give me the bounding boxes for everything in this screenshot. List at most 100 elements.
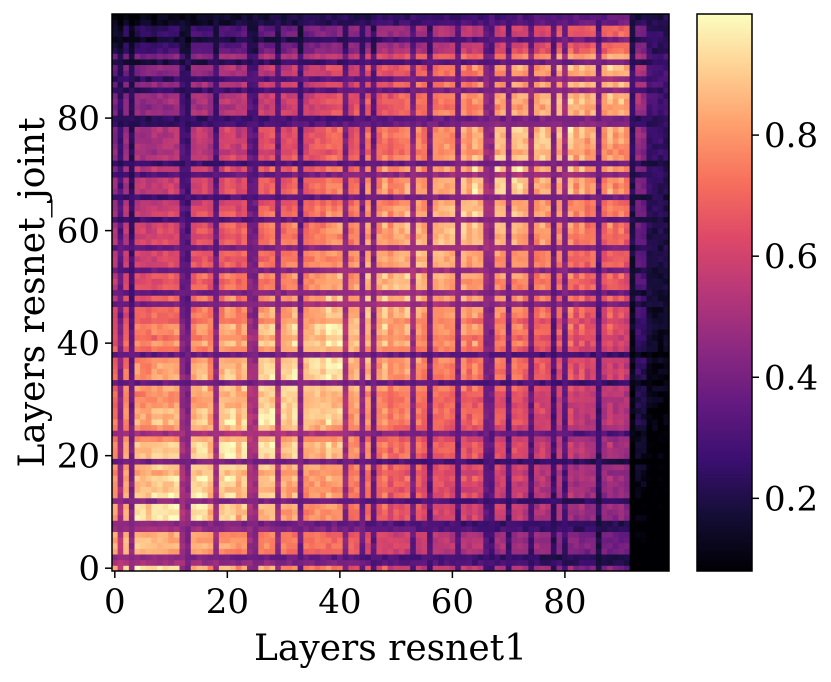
heatmap-cell (117, 503, 124, 510)
heatmap-cell (455, 295, 462, 302)
heatmap-cell (230, 520, 237, 527)
heatmap-cell (128, 469, 135, 476)
heatmap-cell (443, 317, 450, 324)
heatmap-cell (607, 548, 614, 555)
heatmap-cell (230, 475, 237, 482)
heatmap-cell (410, 503, 417, 510)
heatmap-cell (218, 497, 225, 504)
heatmap-cell (230, 486, 237, 493)
heatmap-cell (539, 334, 546, 341)
heatmap-cell (269, 407, 276, 414)
heatmap-cell (207, 537, 214, 544)
heatmap-cell (365, 554, 372, 561)
heatmap-cell (601, 520, 608, 527)
heatmap-cell (162, 385, 169, 392)
heatmap-cell (556, 323, 563, 330)
heatmap-cell (359, 514, 366, 521)
heatmap-cell (601, 340, 608, 347)
heatmap-cell (601, 548, 608, 555)
heatmap-cell (623, 514, 631, 521)
heatmap-cell (494, 407, 501, 414)
heatmap-cell (196, 531, 203, 538)
heatmap-cell (140, 357, 147, 364)
heatmap-cell (134, 469, 141, 476)
heatmap-cell (640, 340, 647, 347)
heatmap-cell (584, 469, 591, 476)
heatmap-cell (179, 357, 186, 364)
heatmap-cell (337, 413, 344, 420)
heatmap-cell (505, 402, 512, 409)
heatmap-cell (466, 514, 473, 521)
heatmap-cell (168, 357, 175, 364)
heatmap-cell (190, 565, 197, 572)
heatmap-cell (207, 565, 214, 572)
heatmap-cell (629, 419, 636, 426)
heatmap-cell (117, 329, 124, 336)
heatmap-cell (472, 537, 479, 544)
heatmap-cell (134, 509, 141, 516)
heatmap-cell (376, 407, 383, 414)
heatmap-cell (472, 334, 479, 341)
heatmap-cell (263, 284, 270, 291)
heatmap-cell (370, 554, 377, 561)
heatmap-cell (145, 312, 152, 319)
heatmap-cell (320, 492, 327, 499)
heatmap-cell (151, 295, 158, 302)
heatmap-cell (280, 413, 287, 420)
heatmap-cell (145, 362, 152, 369)
heatmap-cell (410, 458, 417, 465)
heatmap-cell (134, 542, 141, 549)
heatmap-cell (539, 289, 546, 296)
heatmap-cell (618, 554, 625, 561)
heatmap-cell (370, 351, 377, 358)
heatmap-cell (455, 419, 462, 426)
heatmap-cell (123, 542, 130, 549)
heatmap-cell (151, 407, 158, 414)
heatmap-cell (382, 514, 389, 521)
heatmap-cell (567, 390, 574, 397)
heatmap-cell (235, 480, 242, 488)
heatmap-cell (584, 503, 591, 510)
heatmap-cell (314, 413, 321, 420)
heatmap-cell (590, 441, 597, 448)
heatmap-cell (269, 362, 276, 369)
heatmap-cell (466, 407, 473, 414)
heatmap-cell (472, 340, 479, 347)
heatmap-cell (280, 390, 287, 397)
heatmap-cell (505, 559, 512, 566)
heatmap-cell (162, 289, 169, 296)
heatmap-cell (303, 362, 310, 369)
heatmap-cell (202, 458, 209, 465)
heatmap-cell (657, 537, 664, 544)
heatmap-cell (421, 525, 428, 533)
heatmap-cell (280, 514, 287, 521)
heatmap-cell (202, 379, 209, 386)
heatmap-cell (359, 351, 366, 358)
heatmap-cell (556, 402, 563, 409)
heatmap-cell (449, 385, 456, 392)
heatmap-cell (584, 548, 591, 555)
heatmap-cell (297, 475, 304, 482)
heatmap-cell (162, 390, 169, 397)
heatmap-cell (303, 300, 310, 307)
heatmap-cell (218, 492, 225, 499)
heatmap-cell (145, 520, 152, 527)
heatmap-cell (123, 458, 130, 465)
heatmap-cell (185, 351, 192, 358)
heatmap-cell (185, 306, 192, 313)
heatmap-cell (123, 554, 130, 561)
heatmap-cell (427, 441, 434, 448)
heatmap-cell (224, 503, 231, 510)
heatmap-cell (550, 407, 557, 414)
heatmap-cell (359, 295, 366, 302)
heatmap-cell (550, 492, 557, 499)
heatmap-cell (202, 295, 209, 302)
heatmap-cell (286, 497, 293, 504)
heatmap-cell (320, 289, 327, 296)
heatmap-cell (545, 323, 552, 330)
heatmap-cell (438, 407, 445, 414)
heatmap-cell (511, 351, 518, 358)
heatmap-cell (348, 435, 355, 442)
heatmap-cell (140, 312, 147, 319)
heatmap-cell (545, 312, 552, 319)
